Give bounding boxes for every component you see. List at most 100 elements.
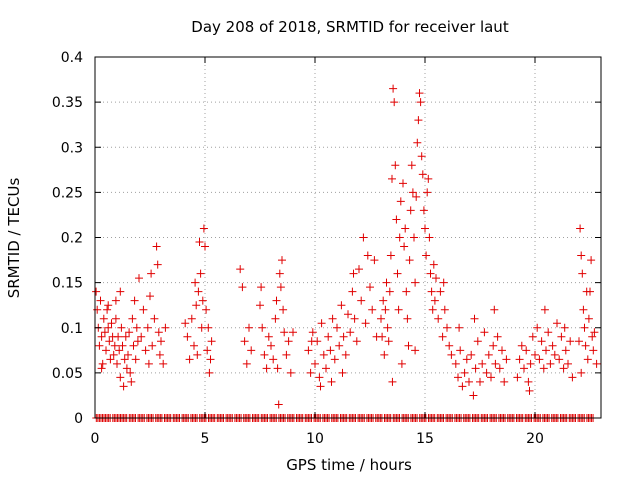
data-point xyxy=(423,188,432,197)
y-tick-label: 0 xyxy=(74,411,83,427)
data-point xyxy=(274,400,283,409)
data-point xyxy=(455,323,464,332)
data-point xyxy=(526,359,535,368)
data-point xyxy=(271,314,280,323)
data-point xyxy=(439,278,448,287)
data-point xyxy=(578,269,587,278)
data-point xyxy=(150,314,159,323)
data-point xyxy=(540,305,549,314)
data-point xyxy=(456,346,465,355)
data-point xyxy=(201,242,209,251)
data-point xyxy=(531,350,539,359)
data-point xyxy=(193,350,202,359)
data-point xyxy=(339,332,348,341)
y-tick-label: 0.2 xyxy=(61,231,83,247)
data-point xyxy=(544,328,553,337)
y-tick-label: 0.35 xyxy=(52,95,83,111)
data-point xyxy=(319,350,328,359)
data-point xyxy=(181,319,190,328)
y-tick-labels: 0 0.05 0.1 0.15 0.2 0.25 0.3 0.35 0.4 xyxy=(52,50,83,427)
x-tick-label: 0 xyxy=(91,431,100,447)
data-point xyxy=(480,328,489,337)
data-point xyxy=(185,355,194,364)
data-point xyxy=(525,386,534,395)
data-point xyxy=(289,328,297,337)
data-point xyxy=(126,368,135,377)
data-point xyxy=(379,296,388,305)
data-point xyxy=(388,174,396,183)
data-point xyxy=(267,341,275,350)
data-point xyxy=(316,382,325,391)
data-point xyxy=(306,368,315,377)
data-point xyxy=(542,346,550,355)
data-point xyxy=(284,337,293,346)
data-point xyxy=(198,296,207,305)
data-point xyxy=(419,206,428,215)
data-point xyxy=(359,233,368,242)
data-point xyxy=(438,332,447,341)
y-tick-label: 0.05 xyxy=(52,366,83,382)
data-point xyxy=(148,341,157,350)
data-point xyxy=(137,332,146,341)
data-point xyxy=(203,346,212,355)
y-tick-label: 0.25 xyxy=(52,185,83,201)
data-point xyxy=(97,364,106,373)
data-points xyxy=(92,84,601,422)
data-point xyxy=(588,332,597,341)
data-point xyxy=(104,301,113,310)
data-point xyxy=(460,368,469,377)
data-point xyxy=(415,89,424,98)
data-point xyxy=(561,346,570,355)
data-point xyxy=(386,251,395,260)
data-point xyxy=(587,256,596,265)
data-point xyxy=(98,359,107,368)
data-point xyxy=(535,355,544,364)
data-point xyxy=(335,341,344,350)
data-point xyxy=(451,359,460,368)
data-point xyxy=(411,346,420,355)
data-point xyxy=(487,373,495,382)
data-point xyxy=(391,161,400,170)
y-tick-label: 0.15 xyxy=(52,276,83,292)
data-point xyxy=(157,337,165,346)
data-point xyxy=(348,287,357,296)
data-point xyxy=(196,269,205,278)
data-point xyxy=(469,391,478,400)
data-point xyxy=(493,332,502,341)
data-point xyxy=(286,368,295,377)
data-point xyxy=(404,341,413,350)
data-point xyxy=(161,323,170,332)
data-point xyxy=(394,305,403,314)
data-point xyxy=(366,283,374,292)
data-point xyxy=(326,346,335,355)
data-point xyxy=(388,377,397,386)
data-point xyxy=(258,323,267,332)
data-point xyxy=(245,323,253,332)
data-point xyxy=(257,283,266,292)
data-point xyxy=(528,332,537,341)
data-point xyxy=(577,251,586,260)
data-point xyxy=(279,305,288,314)
x-axis-title: GPS time / hours xyxy=(286,456,412,474)
data-point xyxy=(443,323,451,332)
data-point xyxy=(550,350,559,359)
data-point xyxy=(361,319,370,328)
data-point xyxy=(104,323,113,332)
data-point xyxy=(110,341,119,350)
data-point xyxy=(414,116,423,125)
data-point xyxy=(116,287,125,296)
data-point xyxy=(426,269,435,278)
data-point xyxy=(238,283,247,292)
data-point xyxy=(311,359,319,368)
data-point xyxy=(401,224,410,233)
y-axis-title: SRMTID / TECUs xyxy=(5,178,23,299)
data-point xyxy=(577,368,586,377)
data-point xyxy=(131,355,140,364)
data-point xyxy=(445,341,454,350)
data-point xyxy=(202,305,211,314)
data-point xyxy=(473,337,482,346)
data-point xyxy=(576,224,585,233)
data-point xyxy=(432,274,440,283)
data-point xyxy=(324,332,333,341)
